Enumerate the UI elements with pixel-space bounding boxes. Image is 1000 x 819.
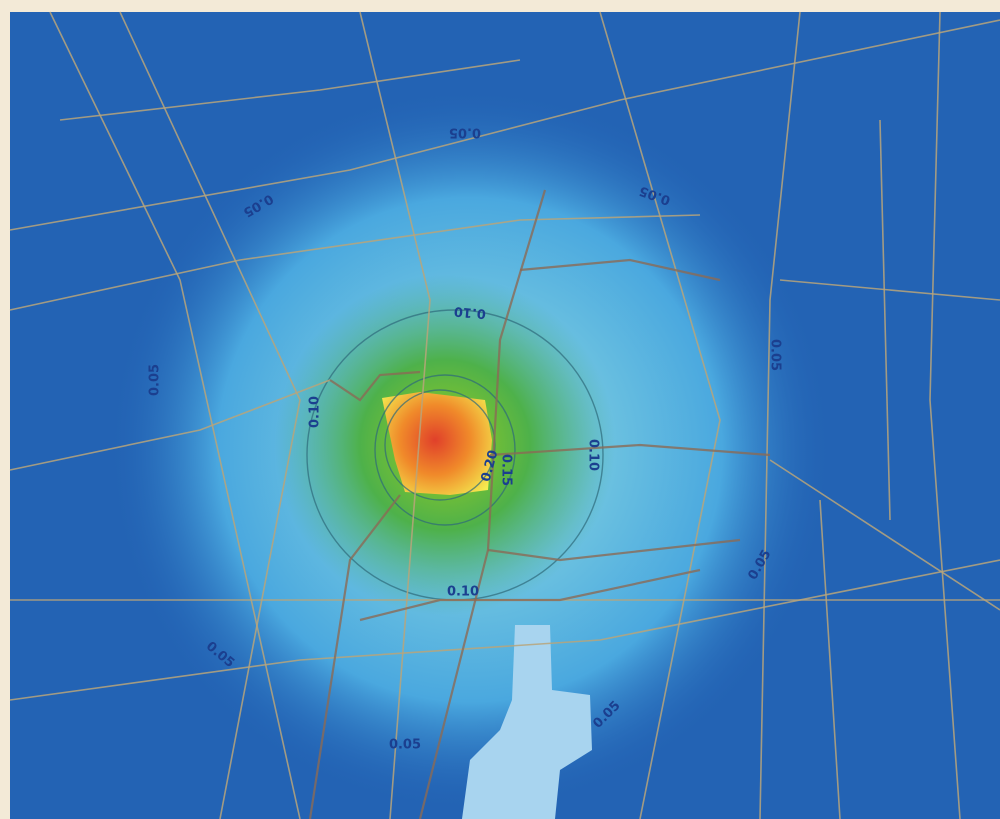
parcel-line — [929, 11, 961, 819]
contour-label: 0.10 — [586, 439, 601, 471]
road — [418, 189, 547, 819]
parcel-line — [9, 19, 1000, 231]
road — [487, 538, 741, 562]
parcel-line — [359, 11, 431, 819]
source-hotspot — [382, 392, 492, 495]
parcel-line — [599, 11, 721, 819]
road — [359, 568, 701, 622]
road — [329, 370, 421, 402]
road — [489, 443, 771, 457]
road — [519, 258, 721, 282]
parcel-line — [759, 11, 801, 819]
contour-label: 0.10 — [308, 396, 323, 428]
contour-label: 0.05 — [389, 738, 421, 753]
parcel-line — [9, 379, 331, 471]
parcel-line — [779, 279, 1000, 301]
contour-label: 0.10 — [447, 585, 479, 600]
road — [308, 494, 401, 819]
contour-label: 0.05 — [449, 125, 481, 140]
parcel-line — [9, 559, 1000, 701]
contour-label: 0.15 — [499, 454, 514, 486]
parcel-line — [9, 214, 701, 311]
parcel-line — [769, 459, 1000, 611]
contour-label: 0.10 — [453, 303, 486, 321]
parcel-line — [59, 59, 521, 121]
contour-line — [374, 374, 516, 526]
contour-label: 0.05 — [148, 364, 163, 396]
parcel-line — [49, 11, 301, 819]
contour-label: 0.05 — [768, 339, 783, 371]
parcel-line — [119, 11, 301, 819]
parcel-line — [879, 119, 891, 521]
parcel-line — [819, 499, 841, 819]
parcels — [9, 11, 1000, 819]
building-area — [462, 625, 592, 819]
